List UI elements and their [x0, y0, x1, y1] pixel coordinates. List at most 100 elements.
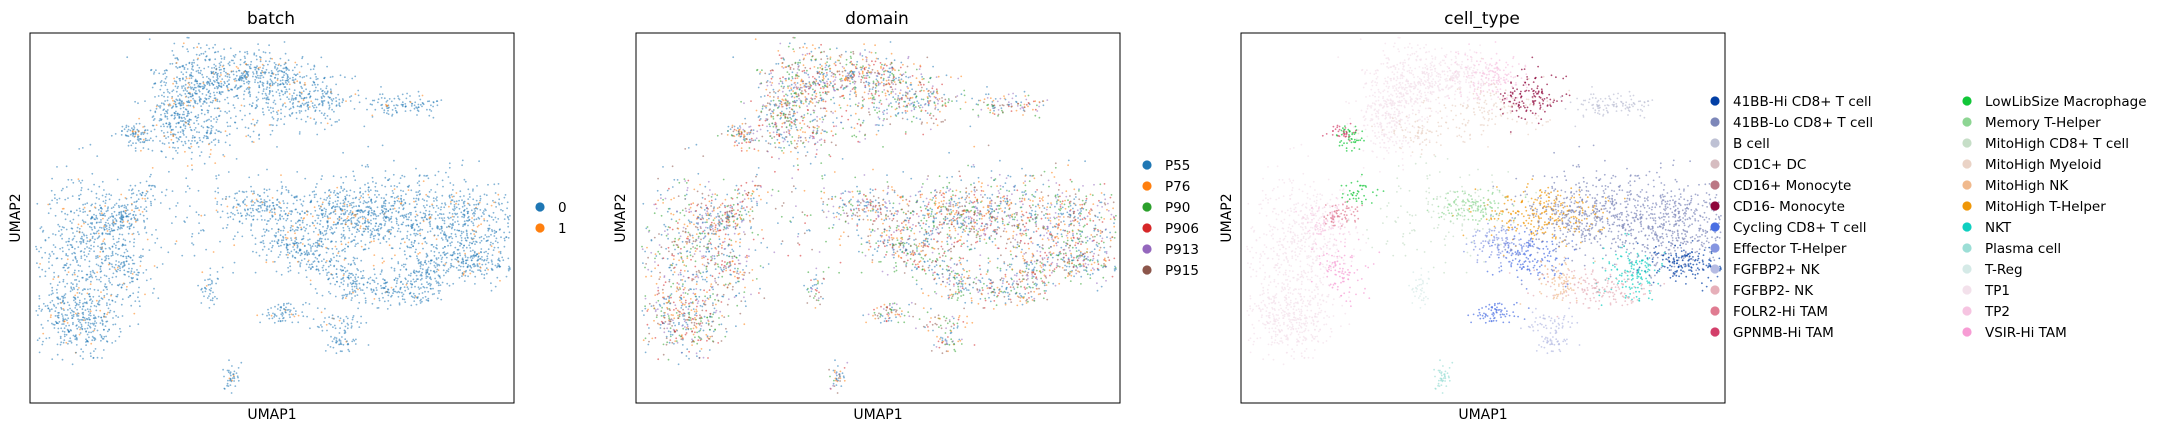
- scatter-point: [465, 239, 468, 242]
- scatter-point: [215, 209, 218, 212]
- scatter-point: [187, 50, 190, 53]
- scatter-point: [181, 113, 184, 116]
- scatter-point: [495, 230, 498, 233]
- scatter-point: [342, 269, 344, 272]
- scatter-point: [320, 100, 323, 102]
- scatter-point: [360, 270, 362, 273]
- scatter-point: [338, 104, 340, 106]
- scatter-point: [419, 279, 422, 281]
- scatter-point: [334, 121, 337, 123]
- scatter-point: [82, 233, 85, 236]
- scatter-point: [262, 67, 264, 69]
- scatter-point: [80, 293, 83, 295]
- scatter-point: [58, 281, 61, 284]
- scatter-point: [252, 118, 254, 121]
- scatter-point: [299, 212, 301, 215]
- scatter-point: [425, 242, 428, 245]
- scatter-point: [98, 235, 101, 238]
- scatter-point: [80, 323, 83, 326]
- scatter-point: [297, 242, 300, 245]
- scatter-point: [108, 193, 111, 196]
- scatter-point: [334, 200, 337, 203]
- scatter-point: [312, 252, 315, 255]
- scatter-point: [384, 205, 387, 208]
- scatter-point: [154, 96, 156, 98]
- scatter-point: [276, 111, 278, 114]
- scatter-point: [270, 111, 273, 114]
- scatter-point: [421, 277, 423, 280]
- scatter-point: [112, 216, 115, 219]
- scatter-point: [61, 330, 64, 333]
- scatter-point: [347, 348, 350, 351]
- scatter-point: [441, 179, 444, 182]
- scatter-point: [188, 61, 191, 64]
- scatter-point: [384, 235, 387, 237]
- scatter-point: [417, 229, 419, 232]
- scatter-point: [62, 323, 65, 325]
- scatter-point: [344, 250, 346, 253]
- scatter-point: [329, 228, 331, 231]
- scatter-point: [313, 81, 316, 84]
- scatter-point: [228, 73, 231, 76]
- scatter-point: [333, 110, 335, 113]
- scatter-point: [425, 275, 428, 278]
- scatter-point: [257, 207, 260, 210]
- scatter-point: [419, 267, 422, 270]
- scatter-point: [172, 105, 175, 108]
- scatter-point: [390, 205, 393, 207]
- scatter-point: [291, 255, 294, 258]
- scatter-point: [85, 330, 87, 332]
- scatter-point: [375, 222, 377, 225]
- scatter-point: [113, 266, 116, 269]
- scatter-point: [213, 107, 216, 110]
- scatter-point: [293, 89, 296, 92]
- scatter-point: [456, 256, 459, 259]
- scatter-point: [503, 231, 505, 234]
- scatter-point: [375, 215, 378, 218]
- scatter-point: [235, 79, 238, 82]
- scatter-point: [105, 232, 107, 235]
- scatter-point: [293, 248, 296, 251]
- scatter-point: [82, 350, 84, 353]
- scatter-point: [125, 206, 127, 208]
- scatter-point: [364, 248, 367, 251]
- scatter-point: [271, 211, 273, 214]
- scatter-point: [430, 250, 433, 252]
- scatter-point: [281, 241, 283, 244]
- scatter-point: [171, 97, 173, 100]
- scatter-point: [337, 250, 340, 253]
- scatter-point: [284, 102, 286, 104]
- scatter-point: [86, 292, 89, 295]
- scatter-point: [93, 241, 96, 244]
- scatter-point: [78, 299, 81, 302]
- scatter-point: [163, 143, 166, 145]
- scatter-point: [48, 257, 50, 260]
- scatter-point: [57, 223, 60, 226]
- scatter-point: [252, 141, 255, 144]
- scatter-point: [481, 256, 483, 258]
- scatter-point: [282, 200, 285, 202]
- scatter-point: [279, 64, 282, 67]
- scatter-point: [213, 87, 216, 90]
- scatter-point: [383, 224, 386, 227]
- scatter-point: [389, 233, 392, 235]
- scatter-point: [440, 213, 443, 216]
- scatter-point: [266, 220, 269, 222]
- scatter-point: [270, 80, 273, 82]
- scatter-point: [106, 313, 108, 316]
- scatter-point: [49, 255, 52, 257]
- scatter-point: [435, 258, 438, 261]
- scatter-point: [381, 144, 384, 147]
- scatter-point: [491, 230, 494, 233]
- scatter-point: [229, 215, 232, 218]
- scatter-point: [373, 298, 376, 300]
- scatter-point: [382, 238, 385, 241]
- scatter-point: [94, 320, 96, 322]
- scatter-point: [311, 105, 314, 107]
- scatter-point: [446, 239, 449, 242]
- scatter-point: [62, 187, 64, 190]
- scatter-point: [355, 205, 358, 208]
- scatter-point: [280, 181, 283, 183]
- scatter-point: [62, 295, 65, 298]
- scatter-point: [410, 243, 413, 246]
